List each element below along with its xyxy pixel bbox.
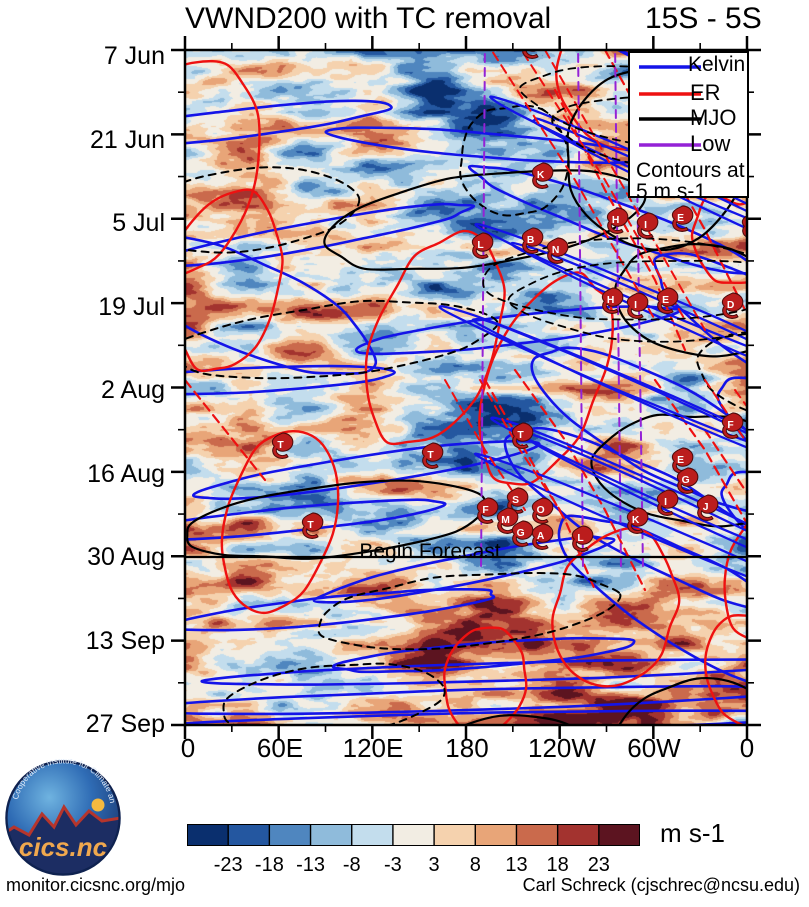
- svg-text:I: I: [634, 300, 637, 311]
- svg-text:G: G: [517, 528, 525, 539]
- svg-text:K: K: [632, 515, 640, 526]
- svg-text:C: C: [792, 305, 800, 316]
- svg-text:O: O: [537, 505, 545, 516]
- svg-text:H: H: [607, 295, 614, 306]
- svg-text:F: F: [727, 420, 733, 431]
- svg-text:F: F: [482, 505, 488, 516]
- svg-text:H: H: [612, 215, 619, 226]
- svg-text:T: T: [307, 520, 314, 531]
- svg-text:I: I: [664, 497, 667, 508]
- svg-text:A: A: [537, 531, 545, 542]
- svg-text:I: I: [644, 220, 647, 231]
- svg-text:E: E: [662, 295, 669, 306]
- svg-text:cics.nc: cics.nc: [19, 832, 108, 862]
- svg-text:N: N: [552, 245, 559, 256]
- svg-text:E: E: [677, 455, 684, 466]
- svg-text:T: T: [277, 440, 284, 451]
- svg-text:E: E: [677, 213, 684, 224]
- svg-text:L: L: [577, 533, 583, 544]
- svg-text:T: T: [517, 430, 524, 441]
- svg-text:S: S: [512, 495, 519, 506]
- svg-text:D: D: [727, 300, 735, 311]
- svg-text:T: T: [427, 450, 434, 461]
- svg-text:J: J: [703, 502, 709, 513]
- svg-text:G: G: [682, 475, 690, 486]
- svg-text:M: M: [501, 515, 510, 526]
- svg-text:K: K: [537, 170, 545, 181]
- svg-text:B: B: [527, 235, 534, 246]
- svg-text:L: L: [477, 240, 483, 251]
